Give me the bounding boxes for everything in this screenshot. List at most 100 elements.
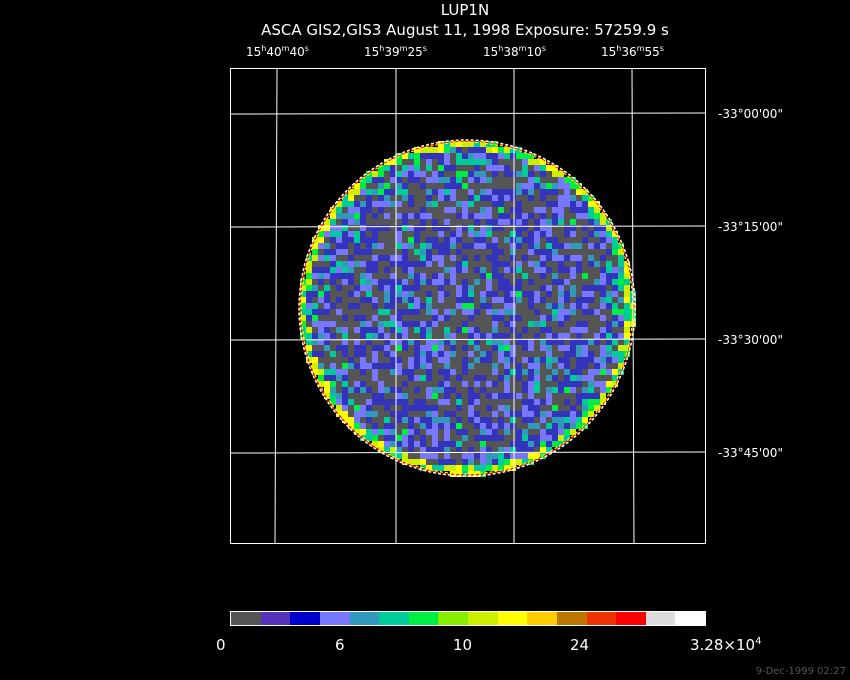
- image-pixel: [402, 459, 408, 465]
- image-pixel: [510, 297, 516, 303]
- image-pixel: [546, 171, 552, 177]
- image-pixel: [516, 321, 522, 327]
- image-pixel: [540, 195, 546, 201]
- image-pixel: [522, 303, 528, 309]
- image-pixel: [336, 273, 342, 279]
- image-pixel: [588, 393, 594, 399]
- image-pixel: [438, 297, 444, 303]
- image-pixel: [414, 243, 420, 249]
- image-pixel: [444, 165, 450, 171]
- image-pixel: [450, 243, 456, 249]
- image-pixel: [474, 321, 480, 327]
- image-pixel: [360, 429, 366, 435]
- image-pixel: [564, 255, 570, 261]
- image-pixel: [564, 423, 570, 429]
- image-pixel: [564, 381, 570, 387]
- image-pixel: [618, 255, 624, 261]
- image-pixel: [432, 369, 438, 375]
- image-pixel: [480, 291, 486, 297]
- image-pixel: [396, 207, 402, 213]
- image-pixel: [468, 147, 474, 153]
- image-pixel: [540, 291, 546, 297]
- image-pixel: [342, 399, 348, 405]
- image-pixel: [606, 243, 612, 249]
- image-pixel: [372, 213, 378, 219]
- image-pixel: [546, 297, 552, 303]
- image-pixel: [624, 273, 630, 279]
- image-pixel: [498, 417, 504, 423]
- image-pixel: [384, 303, 390, 309]
- image-pixel: [330, 369, 336, 375]
- image-pixel: [444, 147, 450, 153]
- image-pixel: [582, 303, 588, 309]
- image-pixel: [372, 255, 378, 261]
- image-pixel: [372, 237, 378, 243]
- image-pixel: [372, 381, 378, 387]
- image-pixel: [582, 279, 588, 285]
- image-pixel: [582, 417, 588, 423]
- image-pixel: [366, 381, 372, 387]
- image-pixel: [426, 171, 432, 177]
- image-pixel: [426, 273, 432, 279]
- image-pixel: [618, 279, 624, 285]
- image-pixel: [426, 345, 432, 351]
- image-pixel: [408, 303, 414, 309]
- image-pixel: [468, 297, 474, 303]
- image-pixel: [384, 345, 390, 351]
- image-pixel: [378, 303, 384, 309]
- image-pixel: [402, 273, 408, 279]
- image-pixel: [504, 255, 510, 261]
- image-pixel: [384, 243, 390, 249]
- image-pixel: [468, 339, 474, 345]
- image-pixel: [510, 411, 516, 417]
- plot-title: LUP1N: [440, 1, 490, 19]
- image-pixel: [390, 267, 396, 273]
- image-pixel: [318, 357, 324, 363]
- image-pixel: [522, 279, 528, 285]
- image-pixel: [444, 195, 450, 201]
- image-pixel: [456, 375, 462, 381]
- image-pixel: [324, 285, 330, 291]
- image-pixel: [462, 333, 468, 339]
- image-pixel: [516, 459, 522, 465]
- image-pixel: [390, 411, 396, 417]
- image-pixel: [474, 267, 480, 273]
- image-pixel: [570, 225, 576, 231]
- image-pixel: [570, 195, 576, 201]
- image-pixel: [492, 261, 498, 267]
- image-pixel: [372, 183, 378, 189]
- image-pixel: [462, 381, 468, 387]
- image-pixel: [456, 297, 462, 303]
- image-pixel: [612, 315, 618, 321]
- image-pixel: [540, 249, 546, 255]
- image-pixel: [582, 291, 588, 297]
- image-pixel: [402, 153, 408, 159]
- image-pixel: [474, 435, 480, 441]
- image-pixel: [366, 423, 372, 429]
- image-pixel: [426, 459, 432, 465]
- image-pixel: [516, 435, 522, 441]
- image-pixel: [558, 291, 564, 297]
- image-pixel: [462, 357, 468, 363]
- image-pixel: [324, 339, 330, 345]
- image-pixel: [366, 291, 372, 297]
- image-pixel: [558, 357, 564, 363]
- image-pixel: [510, 183, 516, 189]
- image-pixel: [564, 315, 570, 321]
- image-pixel: [552, 369, 558, 375]
- image-pixel: [330, 267, 336, 273]
- image-pixel: [426, 303, 432, 309]
- image-pixel: [504, 447, 510, 453]
- image-pixel: [396, 249, 402, 255]
- image-pixel: [504, 243, 510, 249]
- image-pixel: [516, 195, 522, 201]
- image-pixel: [456, 153, 462, 159]
- image-pixel: [474, 249, 480, 255]
- image-pixel: [354, 261, 360, 267]
- image-pixel: [372, 339, 378, 345]
- image-pixel: [444, 453, 450, 459]
- image-pixel: [384, 249, 390, 255]
- image-pixel: [546, 435, 552, 441]
- image-pixel: [360, 285, 366, 291]
- image-pixel: [528, 231, 534, 237]
